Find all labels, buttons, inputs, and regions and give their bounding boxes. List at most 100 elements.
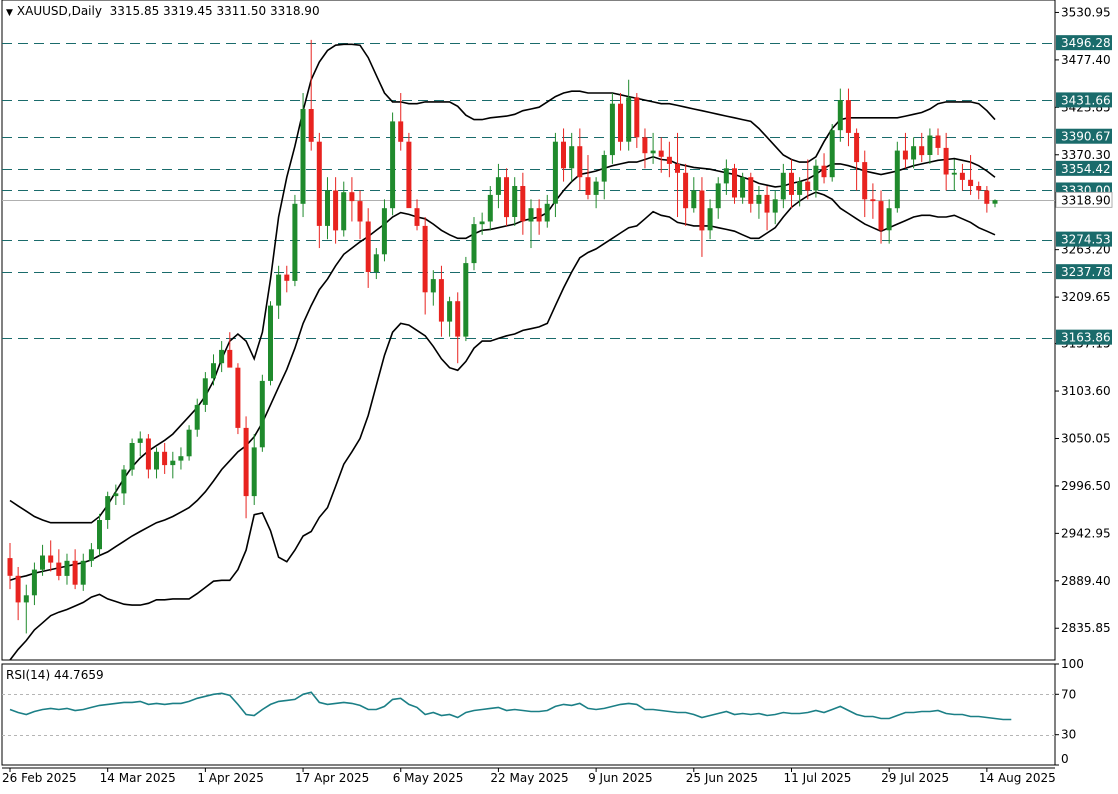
candle-body xyxy=(316,141,322,226)
candle xyxy=(259,374,265,452)
candle-body xyxy=(479,221,485,225)
candle xyxy=(935,128,941,156)
candle xyxy=(902,132,908,169)
candle-body xyxy=(276,274,282,306)
candle xyxy=(479,212,485,235)
collapse-triangle-icon[interactable]: ▼ xyxy=(6,8,13,18)
candle xyxy=(64,553,70,585)
candle xyxy=(72,549,78,590)
candle-body xyxy=(601,155,607,182)
candle-body xyxy=(447,301,453,322)
candle xyxy=(609,93,615,164)
rsi-line xyxy=(9,691,1012,721)
candle-body xyxy=(170,460,176,466)
candle xyxy=(894,141,900,213)
candle-body xyxy=(15,575,21,603)
candle-body xyxy=(862,162,868,200)
candle xyxy=(390,112,396,216)
time-tick-label: 14 Aug 2025 xyxy=(979,771,1056,785)
candle-body xyxy=(308,109,314,142)
candle-body xyxy=(162,451,168,466)
candle xyxy=(365,208,371,288)
level-price-label: 3274.53 xyxy=(1061,233,1111,247)
close-value: 3318.90 xyxy=(269,4,320,18)
candle xyxy=(740,172,746,204)
candle-body xyxy=(675,163,680,173)
candle xyxy=(650,132,656,164)
candle xyxy=(316,132,322,249)
time-tick-label: 14 Mar 2025 xyxy=(100,771,176,785)
candle xyxy=(927,128,933,164)
candle-body xyxy=(577,146,583,178)
candle xyxy=(756,186,762,219)
candle xyxy=(797,177,803,207)
candle xyxy=(243,416,249,519)
level-price-box xyxy=(1056,329,1112,345)
candle-body xyxy=(512,186,518,217)
candle xyxy=(536,199,542,235)
candle xyxy=(845,88,851,147)
candle xyxy=(959,163,965,191)
price-tick-label: 3050.05 xyxy=(1061,431,1111,445)
candle xyxy=(154,447,159,479)
time-tick-label: 26 Feb 2025 xyxy=(2,771,77,785)
candle xyxy=(463,256,469,342)
candle xyxy=(40,544,45,576)
open-value: 3315.85 xyxy=(109,4,160,18)
candle-body xyxy=(48,555,54,563)
candle-body xyxy=(919,146,925,156)
candle xyxy=(577,128,583,191)
candle xyxy=(911,137,917,169)
candle-body xyxy=(585,177,591,195)
candle xyxy=(300,93,306,218)
candle xyxy=(455,292,461,364)
candle xyxy=(618,93,623,151)
candle-body xyxy=(284,274,290,281)
candle xyxy=(626,79,632,151)
candle xyxy=(178,447,184,470)
candle xyxy=(56,549,62,581)
candle xyxy=(276,265,282,319)
candle-body xyxy=(772,199,778,213)
candle-body xyxy=(357,201,363,222)
candle xyxy=(691,177,697,213)
candle xyxy=(829,124,835,182)
candle-body xyxy=(227,349,233,368)
candle xyxy=(268,301,273,386)
candle-body xyxy=(805,181,811,191)
candle xyxy=(333,177,339,244)
candle-body xyxy=(113,493,119,497)
level-price-label: 3431.66 xyxy=(1061,93,1111,107)
candle xyxy=(504,168,509,226)
candle-body xyxy=(463,263,469,337)
candle xyxy=(772,190,778,225)
candle-body xyxy=(609,103,615,156)
bollinger-middle-line xyxy=(9,155,996,582)
candle xyxy=(325,177,330,240)
candle-body xyxy=(430,279,436,293)
candle xyxy=(284,265,290,293)
candle xyxy=(748,172,754,213)
candle xyxy=(235,363,241,435)
candle-body xyxy=(740,177,746,198)
candle-body xyxy=(438,279,444,322)
rsi-header: RSI(14) 44.7659 xyxy=(6,668,104,682)
candle xyxy=(227,332,233,368)
level-price-box xyxy=(1056,92,1112,108)
candle xyxy=(854,128,860,191)
candle-body xyxy=(691,190,697,209)
rsi-label: RSI(14) xyxy=(6,668,51,682)
candle-body xyxy=(406,141,412,209)
candle xyxy=(357,190,363,240)
level-price-label: 3237.78 xyxy=(1061,265,1111,279)
candle-body xyxy=(666,156,672,164)
rsi-tick-label: 0 xyxy=(1061,752,1069,766)
candle-body xyxy=(121,469,127,494)
candle xyxy=(561,128,566,182)
low-value: 3311.50 xyxy=(216,4,267,18)
candle-body xyxy=(699,190,705,231)
time-tick-label: 22 May 2025 xyxy=(490,771,568,785)
time-tick-label: 25 Jun 2025 xyxy=(686,771,758,785)
